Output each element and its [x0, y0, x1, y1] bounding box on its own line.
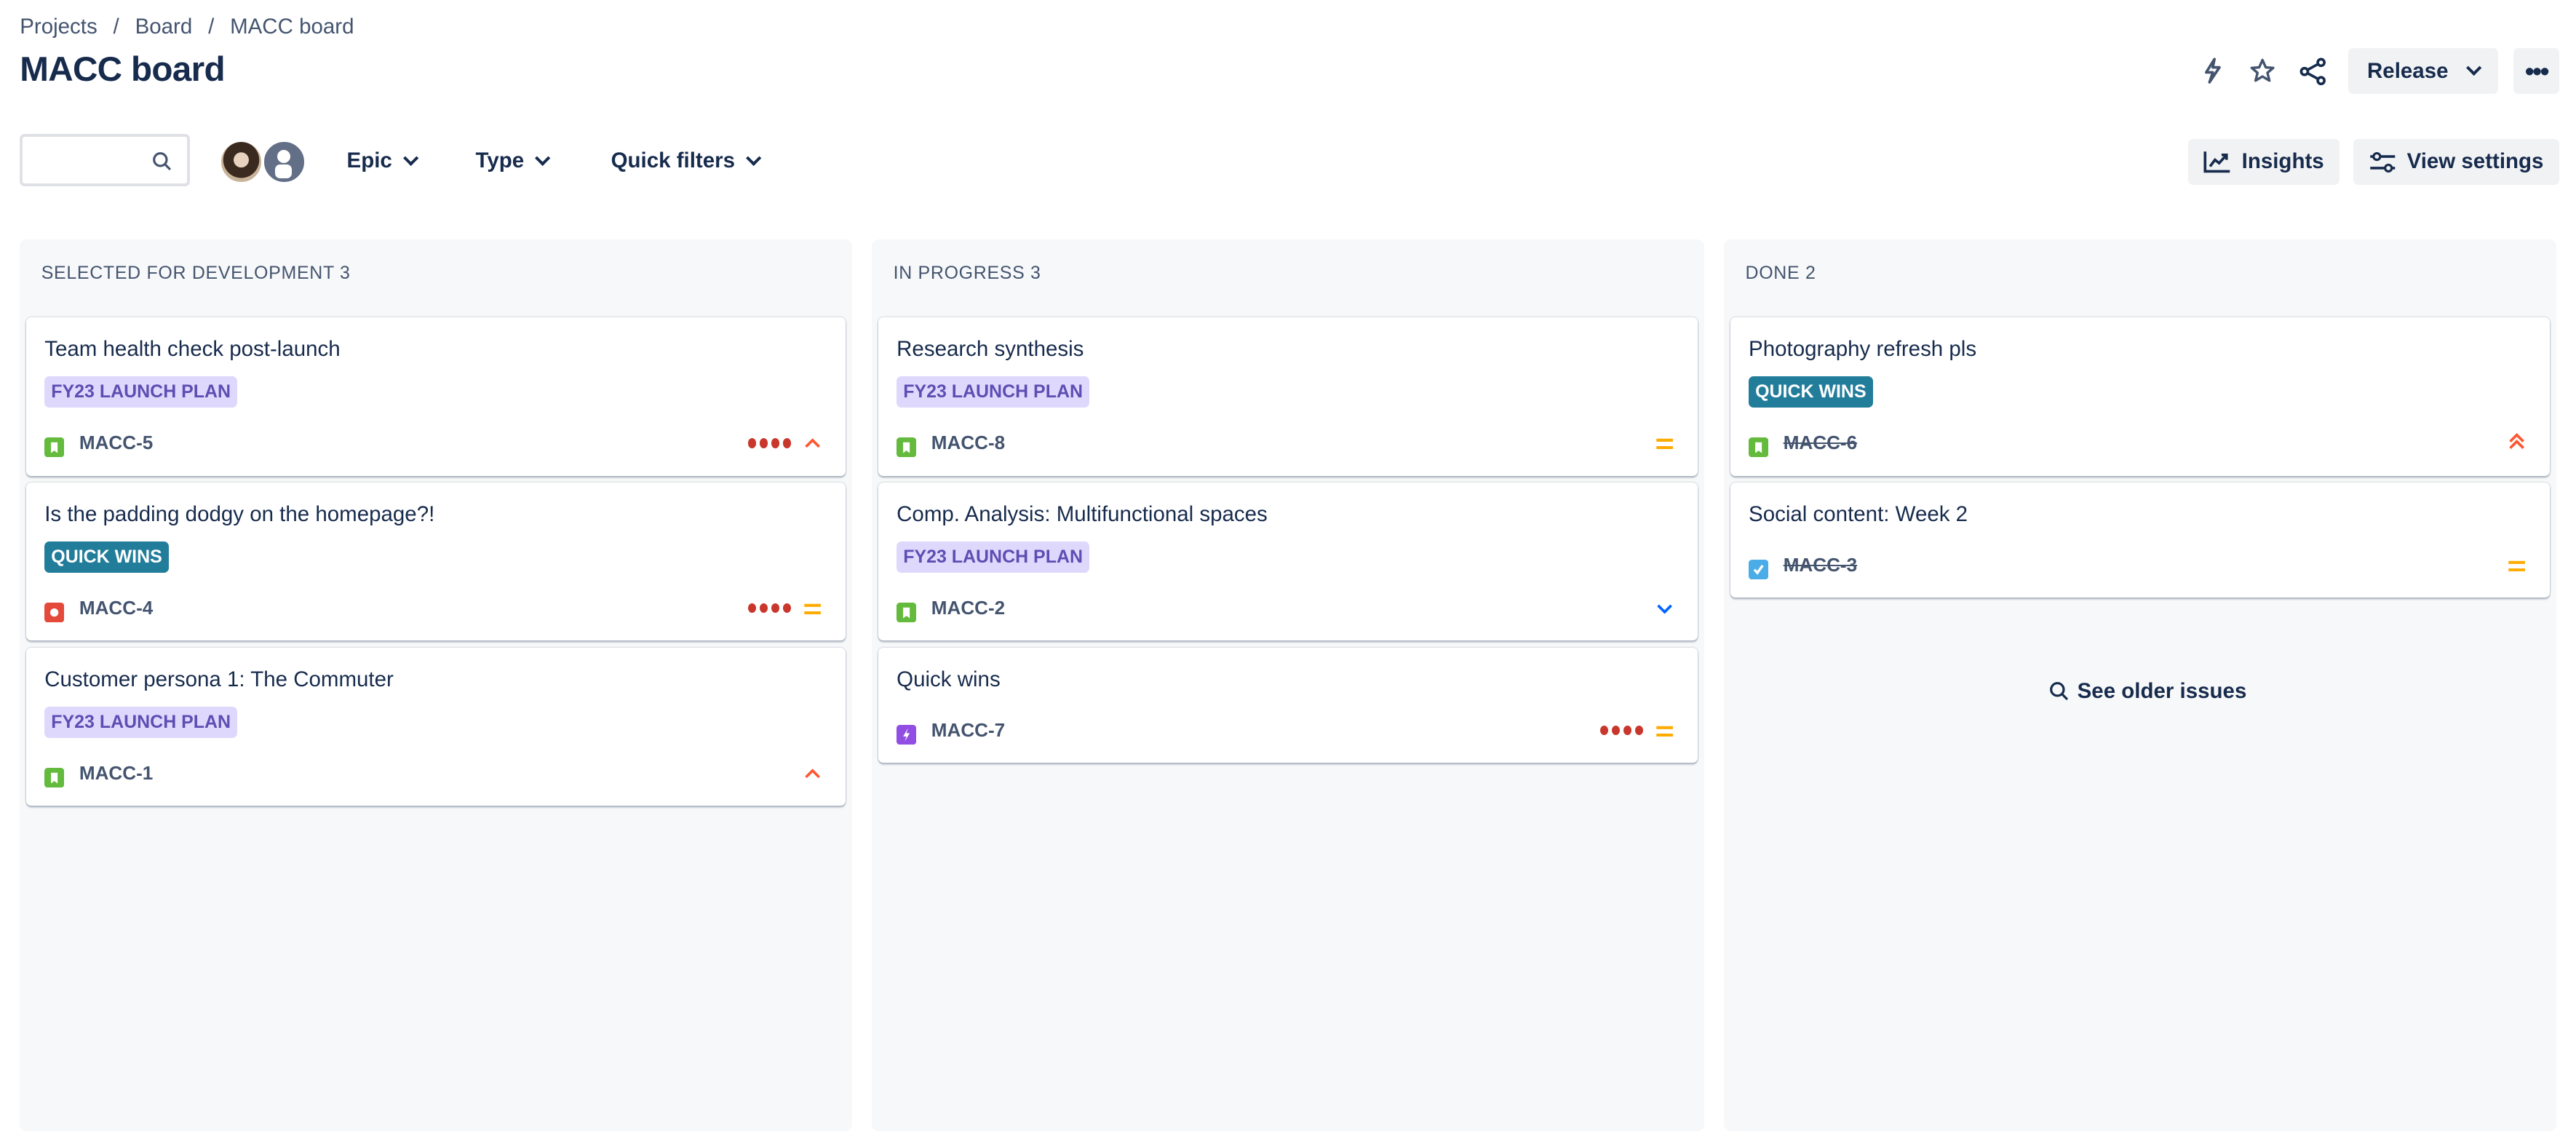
filter-epic-label: Epic — [346, 148, 392, 173]
chevron-down-icon — [402, 150, 419, 167]
issue-title: Team health check post-launch — [44, 336, 341, 361]
breadcrumb-projects[interactable]: Projects — [20, 15, 98, 39]
search-input[interactable] — [20, 133, 190, 187]
story-type-icon — [44, 763, 65, 787]
search-icon — [153, 152, 172, 171]
share-icon[interactable] — [2299, 57, 2327, 92]
issue-title: Social content: Week 2 — [1749, 501, 1968, 526]
priority-medium-icon — [2507, 550, 2527, 581]
priority-medium-icon — [1655, 715, 1674, 746]
column-header: SELECTED FOR DEVELOPMENT 3 — [41, 262, 351, 283]
avatar-unassigned[interactable] — [261, 138, 308, 186]
more-button[interactable]: ••• — [2513, 47, 2560, 95]
story-type-icon — [897, 598, 917, 623]
chevron-down-icon — [2465, 60, 2482, 77]
epic-label: QUICK WINS — [44, 541, 169, 573]
issue-title: Comp. Analysis: Multifunctional spaces — [897, 501, 1268, 526]
board-column: IN PROGRESS 3 Research synthesis FY23 LAUN… — [872, 239, 1704, 1131]
see-older-issues-button[interactable]: See older issues — [2049, 679, 2246, 704]
breadcrumb-macc-board[interactable]: MACC board — [230, 15, 354, 39]
issue-key[interactable]: MACC-2 — [931, 597, 1006, 619]
star-icon[interactable] — [2249, 57, 2275, 90]
release-label: Release — [2367, 58, 2449, 83]
dots-indicator-icon — [1599, 725, 1643, 736]
insights-label: Insights — [2241, 149, 2324, 174]
filter-type[interactable]: Type — [475, 148, 551, 173]
priority-high-icon — [803, 758, 822, 789]
avatar-user[interactable] — [218, 138, 265, 186]
filter-type-label: Type — [475, 148, 525, 173]
priority-medium-icon — [1655, 428, 1674, 459]
issue-key[interactable]: MACC-1 — [79, 762, 154, 785]
issue-card[interactable]: Comp. Analysis: Multifunctional spaces FY… — [878, 482, 1698, 641]
insights-button[interactable]: Insights — [2187, 138, 2340, 186]
issue-key[interactable]: MACC-8 — [931, 432, 1006, 454]
dots-indicator-icon — [747, 603, 791, 614]
issue-title: Research synthesis — [897, 336, 1084, 361]
issue-card[interactable]: Photography refresh pls QUICK WINS MACC-6 — [1730, 317, 2550, 476]
view-settings-label: View settings — [2406, 149, 2544, 174]
issue-key[interactable]: MACC-7 — [931, 719, 1006, 742]
bug-type-icon — [44, 598, 65, 623]
issue-title: Quick wins — [897, 667, 1001, 691]
issue-key[interactable]: MACC-4 — [79, 597, 154, 619]
board-column: SELECTED FOR DEVELOPMENT 3 Team health ch… — [20, 239, 852, 1131]
board-column: DONE 2 Photography refresh pls QUICK WINS M… — [1724, 239, 2556, 1131]
sliders-icon — [2370, 152, 2396, 173]
epic-label: FY23 LAUNCH PLAN — [897, 376, 1090, 408]
breadcrumb: Projects / Board / MACC board — [20, 15, 364, 39]
issue-card[interactable]: Is the padding dodgy on the homepage?! QU… — [26, 482, 846, 641]
column-header: IN PROGRESS 3 — [893, 262, 1041, 283]
chevron-down-icon — [535, 150, 551, 167]
search-icon — [2050, 682, 2069, 701]
dots-indicator-icon — [747, 437, 791, 448]
issue-title: Is the padding dodgy on the homepage?! — [44, 501, 435, 526]
story-type-icon — [897, 433, 917, 458]
chart-line-icon — [2203, 151, 2230, 173]
issue-key[interactable]: MACC-6 — [1783, 432, 1858, 454]
priority-high-icon — [803, 428, 822, 459]
issue-card[interactable]: Customer persona 1: The Commuter FY23 LAU… — [26, 647, 846, 806]
priority-low-icon — [1655, 593, 1674, 624]
issue-key[interactable]: MACC-3 — [1783, 554, 1858, 576]
breadcrumb-board[interactable]: Board — [135, 15, 193, 39]
epic-label: FY23 LAUNCH PLAN — [44, 707, 238, 738]
priority-medium-icon — [803, 593, 822, 624]
chevron-down-icon — [745, 150, 762, 167]
release-button[interactable]: Release — [2348, 47, 2499, 95]
page-title: MACC board — [20, 50, 225, 90]
breadcrumb-separator: / — [113, 15, 119, 39]
issue-title: Customer persona 1: The Commuter — [44, 667, 394, 691]
epic-label: FY23 LAUNCH PLAN — [44, 376, 238, 408]
column-header: DONE 2 — [1745, 262, 1816, 283]
issue-card[interactable]: Quick wins MACC-7 — [878, 647, 1698, 763]
task-type-icon — [1749, 555, 1769, 580]
issue-key[interactable]: MACC-5 — [79, 432, 154, 454]
priority-highest-icon — [2507, 428, 2527, 459]
filter-quick-label: Quick filters — [611, 148, 736, 173]
filter-quick-filters[interactable]: Quick filters — [611, 148, 762, 173]
story-type-icon — [1749, 433, 1769, 458]
issue-title: Photography refresh pls — [1749, 336, 1977, 361]
epic-label: FY23 LAUNCH PLAN — [897, 541, 1090, 573]
see-older-issues-label: See older issues — [2077, 678, 2247, 703]
view-settings-button[interactable]: View settings — [2353, 138, 2560, 186]
breadcrumb-separator: / — [208, 15, 215, 39]
lightning-icon[interactable] — [2201, 57, 2225, 90]
epic-type-icon — [897, 721, 917, 745]
issue-card[interactable]: Social content: Week 2 MACC-3 — [1730, 482, 2550, 598]
epic-label: QUICK WINS — [1749, 376, 1873, 408]
story-type-icon — [44, 433, 65, 458]
more-horizontal-icon: ••• — [2524, 55, 2550, 86]
issue-card[interactable]: Research synthesis FY23 LAUNCH PLAN MACC-8 — [878, 317, 1698, 476]
filter-epic[interactable]: Epic — [346, 148, 419, 173]
issue-card[interactable]: Team health check post-launch FY23 LAUNCH… — [26, 317, 846, 476]
